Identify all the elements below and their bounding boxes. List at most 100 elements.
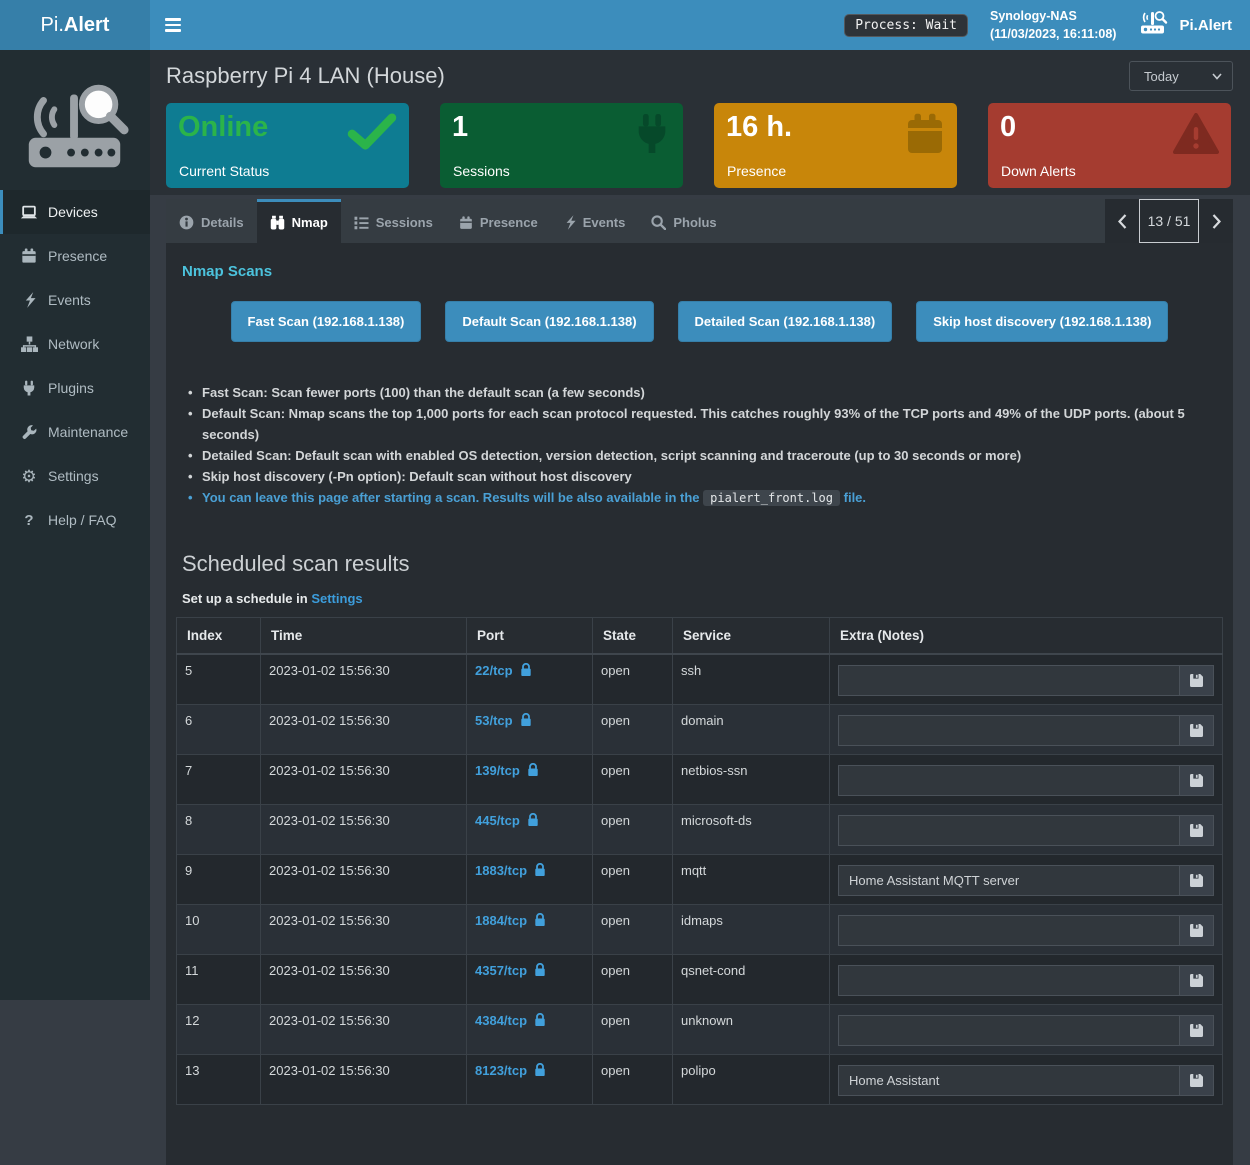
cell-service: polipo — [672, 1053, 830, 1105]
save-note-button[interactable] — [1179, 1065, 1213, 1095]
fast-scan-button[interactable]: Fast Scan (192.168.1.138) — [230, 301, 422, 342]
list-icon — [354, 216, 369, 229]
save-note-button[interactable] — [1179, 715, 1213, 745]
port-text: 4357/tcp — [475, 962, 528, 978]
cell-index: 7 — [176, 753, 261, 805]
app-logo[interactable]: Pi. Alert — [0, 0, 150, 50]
note-input[interactable] — [839, 915, 1179, 945]
warning-icon — [1173, 113, 1219, 160]
sidebar-item-label: Events — [48, 292, 91, 308]
note-input-group — [838, 714, 1214, 746]
cell-state: open — [592, 1003, 673, 1055]
sidebar-item-network[interactable]: Network — [0, 322, 150, 366]
col-index: Index — [176, 617, 261, 655]
chevron-down-icon — [1212, 72, 1222, 80]
card-value: Online — [178, 111, 269, 143]
tab-pholus[interactable]: Pholus — [638, 199, 729, 243]
settings-link[interactable]: Settings — [311, 591, 363, 606]
cell-index: 13 — [176, 1053, 261, 1105]
port-link[interactable]: 1883/tcp — [475, 863, 546, 878]
brand-prefix: Pi. — [40, 13, 64, 36]
next-device-button[interactable] — [1199, 199, 1233, 243]
cell-state: open — [592, 803, 673, 855]
table-row: 8 2023-01-02 15:56:30 445/tcp open micro… — [176, 803, 1223, 855]
process-status-badge: Process: Wait — [844, 13, 968, 37]
port-link[interactable]: 139/tcp — [475, 763, 539, 778]
nmap-scans-heading: Nmap Scans — [182, 263, 273, 280]
cell-note — [829, 1053, 1223, 1105]
sidebar-item-plugins[interactable]: Plugins — [0, 366, 150, 410]
period-select[interactable]: Today — [1129, 61, 1233, 91]
note-input[interactable] — [839, 965, 1179, 995]
save-note-button[interactable] — [1179, 665, 1213, 695]
cell-time: 2023-01-02 15:56:30 — [260, 753, 467, 805]
table-row: 13 2023-01-02 15:56:30 8123/tcp open pol… — [176, 1053, 1223, 1105]
cell-port: 53/tcp — [466, 703, 593, 755]
note-input-group — [838, 764, 1214, 796]
port-link[interactable]: 4384/tcp — [475, 1013, 546, 1028]
save-note-button[interactable] — [1179, 765, 1213, 795]
port-text: 53/tcp — [475, 712, 513, 728]
wrench-icon — [18, 424, 40, 440]
sidebar-item-help[interactable]: ? Help / FAQ — [0, 498, 150, 542]
default-scan-button[interactable]: Default Scan (192.168.1.138) — [445, 301, 654, 342]
cell-note — [829, 703, 1223, 755]
status-card-current-status[interactable]: Online Current Status — [166, 103, 409, 188]
save-note-button[interactable] — [1179, 1015, 1213, 1045]
prev-device-button[interactable] — [1105, 199, 1139, 243]
sidebar-item-presence[interactable]: Presence — [0, 234, 150, 278]
device-header-section: Raspberry Pi 4 LAN (House) Today Online … — [150, 50, 1250, 195]
skip-host-discovery-button[interactable]: Skip host discovery (192.168.1.138) — [916, 301, 1169, 342]
note-input[interactable] — [839, 765, 1179, 795]
tab-sessions[interactable]: Sessions — [341, 199, 446, 243]
device-position: 13 / 51 — [1139, 199, 1199, 243]
sidebar-item-maintenance[interactable]: Maintenance — [0, 410, 150, 454]
tab-nmap[interactable]: Nmap — [256, 199, 341, 243]
cell-state: open — [592, 853, 673, 905]
note-text: You can leave this page after starting a… — [202, 490, 700, 505]
col-service: Service — [672, 617, 830, 655]
port-text: 4384/tcp — [475, 1012, 528, 1028]
note-input[interactable] — [839, 1065, 1179, 1095]
note-input[interactable] — [839, 815, 1179, 845]
port-text: 445/tcp — [475, 812, 520, 828]
col-port: Port — [466, 617, 593, 655]
card-label: Down Alerts — [1001, 163, 1076, 179]
sidebar-item-settings[interactable]: ⚙ Settings — [0, 454, 150, 498]
navbar-brand: Pi.Alert — [1138, 11, 1232, 39]
tab-details[interactable]: Details — [166, 199, 257, 243]
note-input[interactable] — [839, 665, 1179, 695]
tab-presence[interactable]: Presence — [446, 199, 551, 243]
port-link[interactable]: 4357/tcp — [475, 963, 546, 978]
tab-events[interactable]: Events — [551, 199, 639, 243]
save-note-button[interactable] — [1179, 865, 1213, 895]
status-card-presence[interactable]: 16 h. Presence — [714, 103, 957, 188]
note-input[interactable] — [839, 1015, 1179, 1045]
period-select-value: Today — [1144, 68, 1179, 84]
status-card-down-alerts[interactable]: 0 Down Alerts — [988, 103, 1231, 188]
port-link[interactable]: 445/tcp — [475, 813, 539, 828]
port-link[interactable]: 1884/tcp — [475, 913, 546, 928]
note-input[interactable] — [839, 865, 1179, 895]
table-row: 5 2023-01-02 15:56:30 22/tcp open ssh — [176, 653, 1223, 705]
card-value: 1 — [452, 111, 469, 143]
cell-time: 2023-01-02 15:56:30 — [260, 803, 467, 855]
col-time: Time — [260, 617, 467, 655]
save-note-button[interactable] — [1179, 815, 1213, 845]
port-link[interactable]: 8123/tcp — [475, 1063, 546, 1078]
save-note-button[interactable] — [1179, 965, 1213, 995]
detailed-scan-button[interactable]: Detailed Scan (192.168.1.138) — [677, 301, 893, 342]
save-note-button[interactable] — [1179, 915, 1213, 945]
sidebar-item-devices[interactable]: Devices — [0, 190, 150, 234]
note-input[interactable] — [839, 715, 1179, 745]
cell-state: open — [592, 703, 673, 755]
hamburger-icon[interactable] — [150, 0, 196, 50]
bullet-fast-scan: Fast Scan: Scan fewer ports (100) than t… — [186, 382, 1223, 403]
sidebar-item-label: Help / FAQ — [48, 512, 117, 528]
port-link[interactable]: 22/tcp — [475, 663, 532, 678]
status-card-sessions[interactable]: 1 Sessions — [440, 103, 683, 188]
save-icon — [1190, 773, 1203, 787]
table-row: 11 2023-01-02 15:56:30 4357/tcp open qsn… — [176, 953, 1223, 1005]
sidebar-item-events[interactable]: Events — [0, 278, 150, 322]
port-link[interactable]: 53/tcp — [475, 713, 532, 728]
